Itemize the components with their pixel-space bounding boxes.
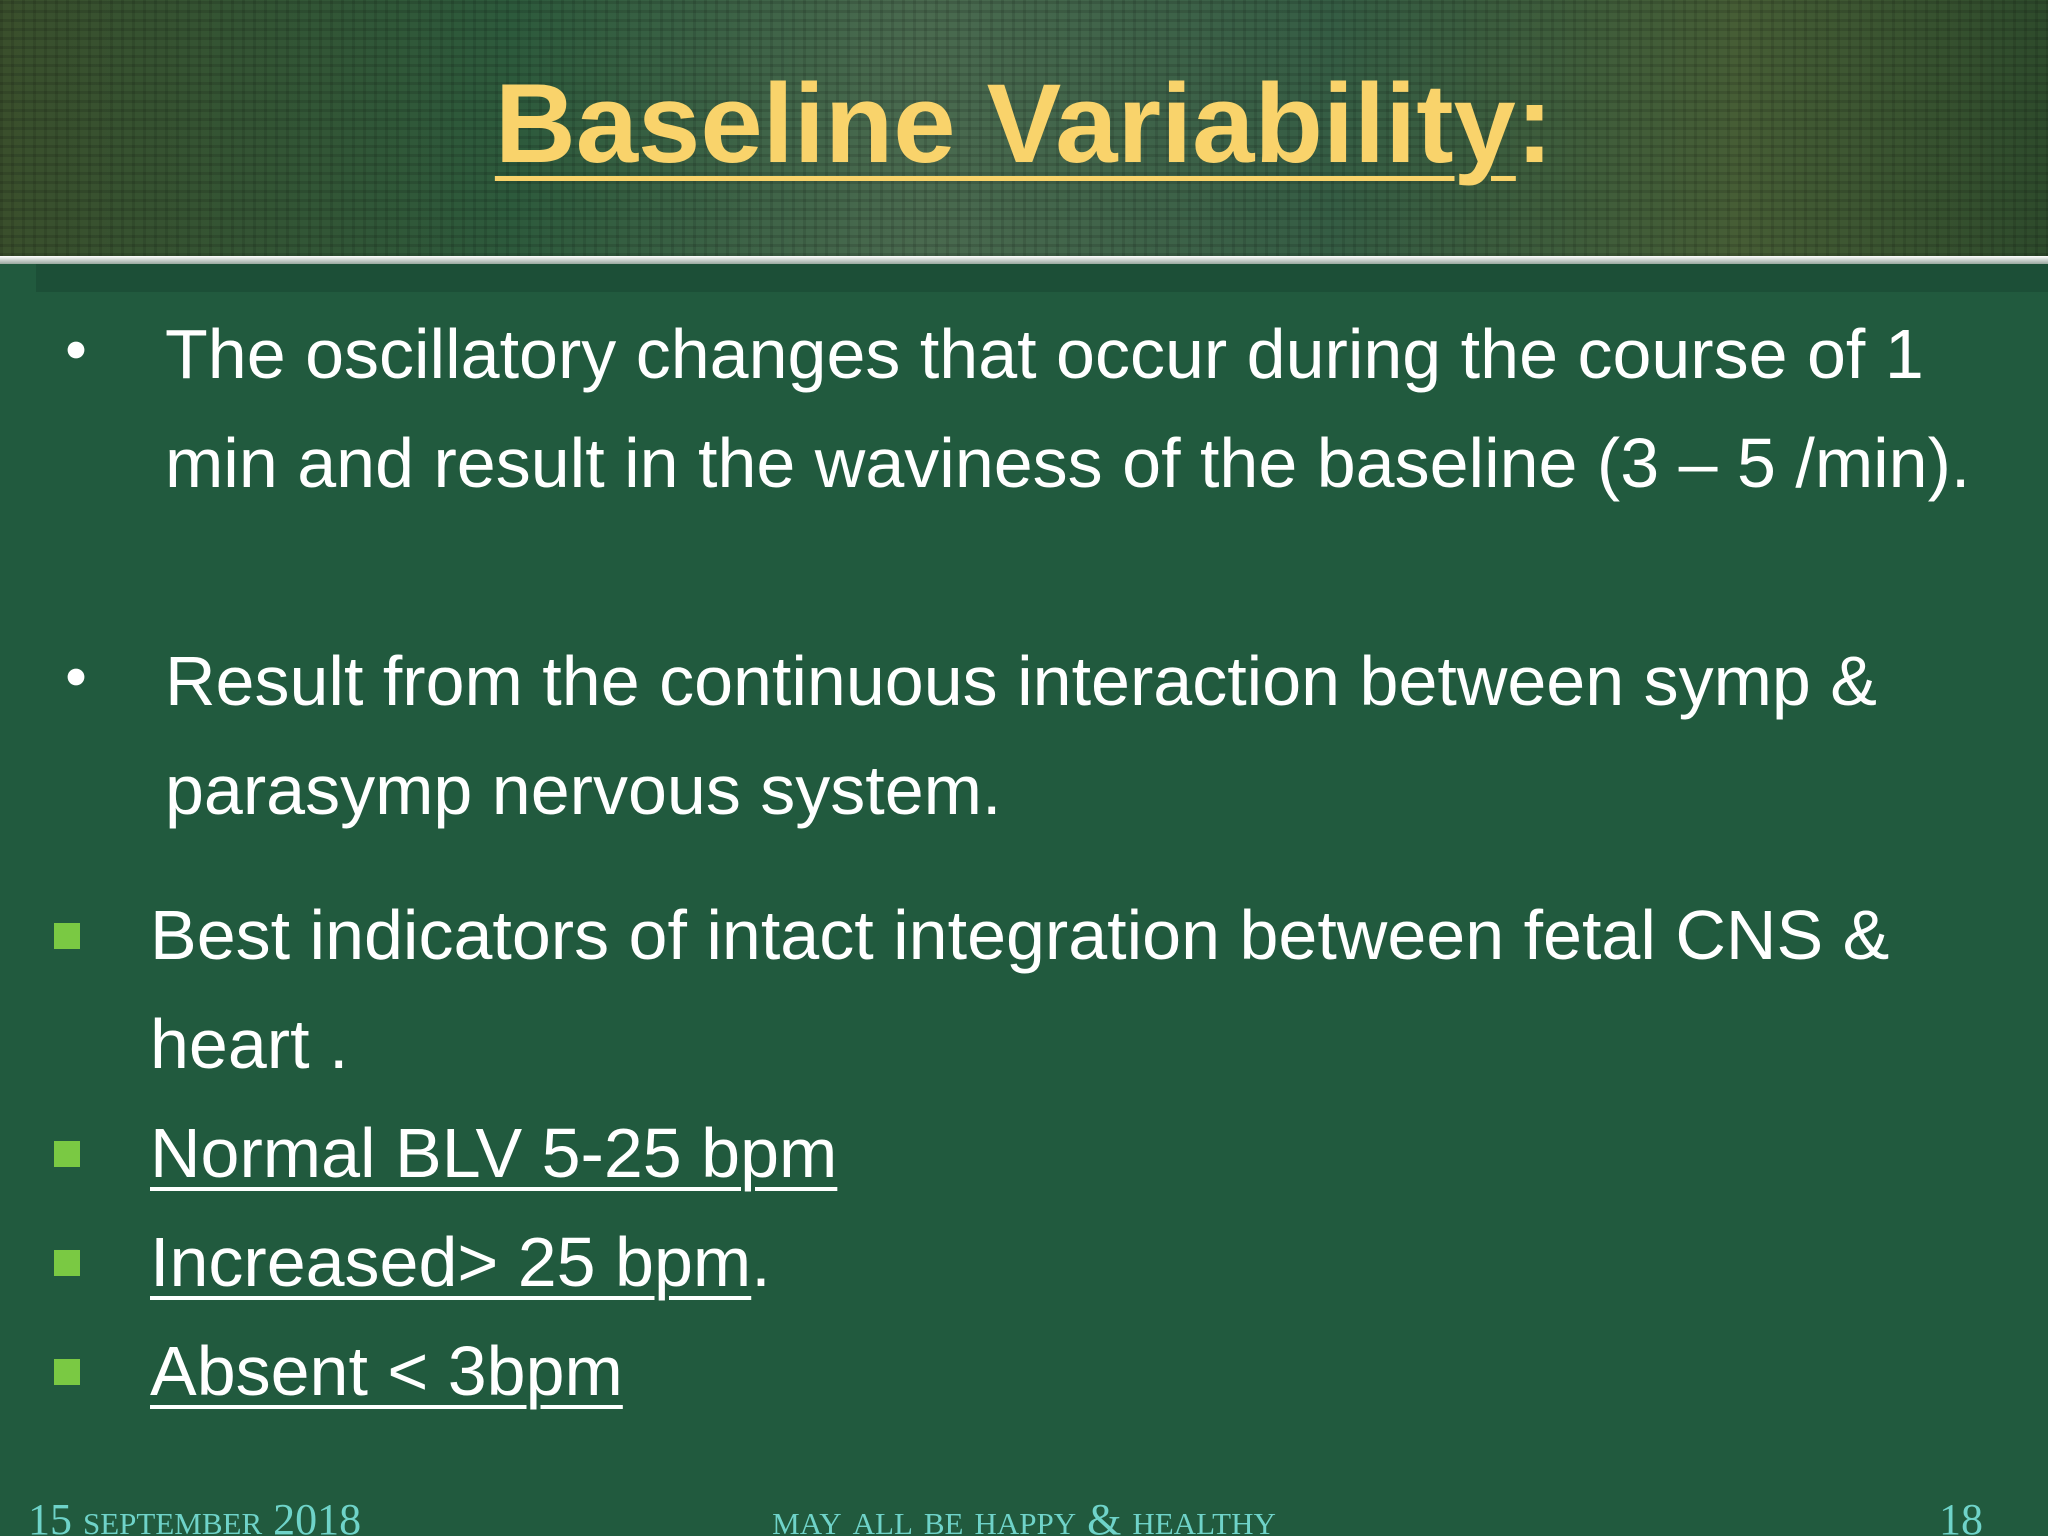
header-rule [0, 256, 2048, 264]
footer-tagline: May all be happy & healthy [772, 1495, 1276, 1536]
bullet-text: Result from the continuous interaction b… [165, 642, 1877, 829]
bullet-square [54, 1141, 80, 1167]
title-text: Baseline Variability [494, 61, 1516, 186]
bullet-text: Normal BLV 5-25 bpm [150, 1099, 2010, 1208]
bullet-square [54, 1250, 80, 1276]
bullet-text: Increased> 25 bpm. [150, 1208, 2010, 1317]
bullet-square [54, 1359, 80, 1385]
bullet-text: Best indicators of intact integration be… [150, 896, 1890, 1083]
bullet-text: Absent < 3bpm [150, 1317, 2010, 1426]
header-shadow [36, 264, 2048, 292]
page-number: 18 [1939, 1495, 1983, 1536]
bullet-dot [67, 341, 85, 359]
trailing-text: . [751, 1223, 771, 1301]
bullet-square [54, 923, 80, 949]
bullet-dot [67, 668, 85, 686]
header-band [0, 0, 2048, 256]
bullet-text: The oscillatory changes that occur durin… [165, 315, 1971, 502]
underlined-text: Absent < 3bpm [150, 1332, 623, 1410]
title: Baseline Variability: [0, 62, 2048, 185]
underlined-text: Increased> 25 bpm [150, 1223, 752, 1301]
underlined-text: Normal BLV 5-25 bpm [150, 1114, 838, 1192]
title-suffix: : [1515, 61, 1554, 186]
footer-date: 15 September 2018 [28, 1495, 362, 1536]
